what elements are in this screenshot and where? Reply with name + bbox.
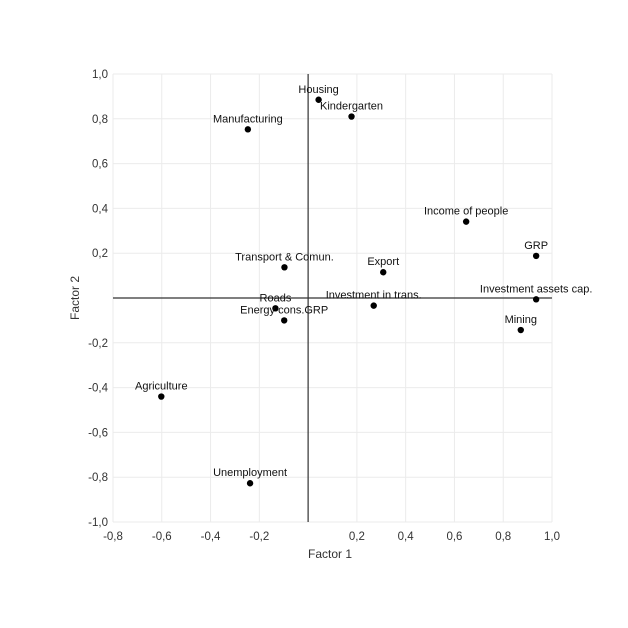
point-label: Investment assets cap. bbox=[480, 283, 593, 295]
data-point bbox=[315, 96, 322, 103]
data-points: Housing Kindergarten Manufacturing Income o… bbox=[135, 84, 592, 487]
point-label: Energy cons.GRP bbox=[240, 304, 328, 316]
point-label: Manufacturing bbox=[213, 113, 283, 125]
x-tick-label: 1,0 bbox=[544, 531, 560, 543]
data-point bbox=[380, 269, 387, 276]
point-label: Roads bbox=[260, 292, 292, 304]
data-point bbox=[462, 218, 470, 225]
y-axis-title: Factor 2 bbox=[68, 276, 82, 320]
x-tick-label: 0,8 bbox=[495, 531, 511, 543]
gridlines bbox=[112, 73, 553, 523]
point-label: Export bbox=[367, 256, 399, 268]
y-tick-label: 0,4 bbox=[92, 203, 109, 215]
data-point bbox=[158, 393, 165, 400]
data-point bbox=[281, 264, 288, 271]
point-label: Housing bbox=[298, 84, 338, 96]
data-point bbox=[348, 113, 355, 120]
point-label: Income of people bbox=[424, 206, 508, 218]
x-tick-label: 0,2 bbox=[349, 531, 365, 543]
data-point bbox=[532, 252, 540, 260]
tick-labels: -0,8 -0,6 -0,4 -0,2 0,2 0,4 0,6 0,8 1,0 1,0 0,8 0,6… bbox=[88, 69, 560, 543]
y-tick-label: -0,8 bbox=[88, 472, 108, 484]
x-tick-label: -0,8 bbox=[103, 531, 123, 543]
y-tick-label: -1,0 bbox=[88, 517, 108, 529]
data-point bbox=[517, 326, 524, 334]
data-point bbox=[532, 296, 540, 303]
data-point bbox=[244, 126, 252, 133]
x-tick-label: 0,4 bbox=[398, 531, 415, 543]
x-tick-label: -0,2 bbox=[249, 531, 269, 543]
y-tick-label: -0,4 bbox=[88, 383, 108, 395]
data-point bbox=[370, 302, 377, 309]
y-tick-label: -0,6 bbox=[88, 427, 108, 439]
data-point bbox=[246, 480, 254, 487]
x-tick-label: 0,6 bbox=[446, 531, 462, 543]
y-tick-label: -0,2 bbox=[88, 338, 108, 350]
y-tick-label: 1,0 bbox=[92, 69, 108, 81]
data-point bbox=[272, 305, 279, 312]
point-label: Investment in trans. bbox=[326, 290, 422, 302]
y-tick-label: 0,6 bbox=[92, 159, 108, 171]
x-tick-label: -0,6 bbox=[152, 531, 172, 543]
point-label: Agriculture bbox=[135, 381, 188, 393]
data-point bbox=[281, 317, 288, 324]
y-tick-label: 0,8 bbox=[92, 114, 108, 126]
point-label: Transport & Comun. bbox=[235, 251, 334, 263]
point-label: GRP bbox=[524, 240, 548, 252]
point-label: Mining bbox=[505, 314, 537, 326]
y-tick-label: 0,2 bbox=[92, 248, 108, 260]
x-tick-label: -0,4 bbox=[201, 531, 221, 543]
x-axis-title: Factor 1 bbox=[308, 547, 352, 561]
point-label: Kindergarten bbox=[320, 101, 383, 113]
point-label: Unemployment bbox=[213, 467, 287, 479]
